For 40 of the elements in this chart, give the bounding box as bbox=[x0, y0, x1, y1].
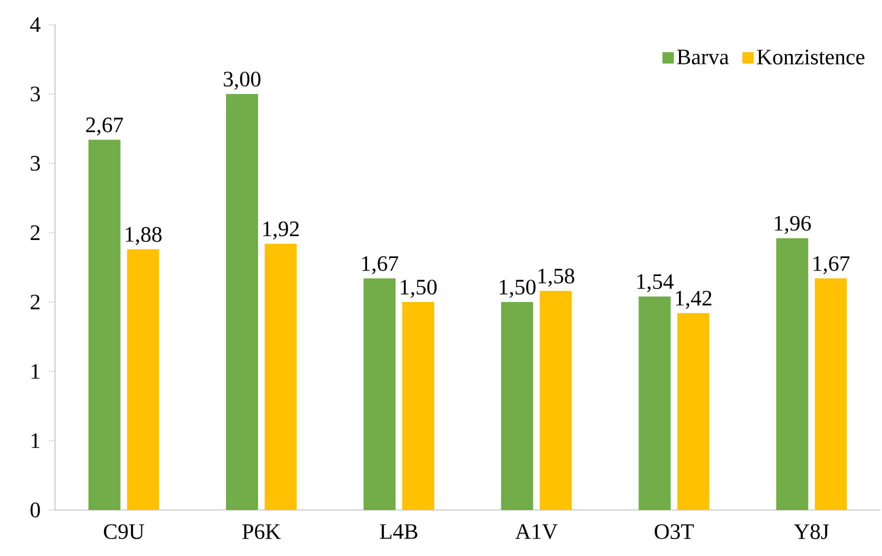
y-tick-label: 3 bbox=[30, 86, 40, 102]
data-label: 1,67 bbox=[362, 256, 398, 274]
bar bbox=[127, 249, 160, 510]
y-tick-label: 1 bbox=[32, 364, 40, 379]
y-tick-label: 2 bbox=[30, 225, 40, 240]
x-tick-label: L4B bbox=[380, 524, 418, 539]
y-tick-label: 1 bbox=[32, 433, 40, 448]
bar bbox=[677, 313, 710, 510]
bar bbox=[776, 238, 808, 510]
y-tick-label: 3 bbox=[30, 156, 40, 171]
x-tick-label: A1V bbox=[515, 524, 558, 540]
data-label: 1,42 bbox=[676, 290, 712, 309]
x-tick-label: C9U bbox=[104, 524, 144, 540]
legend-label: Barva bbox=[677, 50, 729, 64]
data-label: 1,50 bbox=[400, 280, 437, 298]
bar bbox=[501, 302, 534, 510]
y-tick-label: 0 bbox=[30, 502, 40, 518]
x-tick-label: P6K bbox=[242, 524, 281, 540]
data-label: 1,50 bbox=[500, 280, 536, 298]
data-label: 2,67 bbox=[86, 118, 124, 136]
data-label: 1,96 bbox=[774, 216, 811, 234]
bar bbox=[364, 278, 396, 510]
bar bbox=[88, 140, 120, 510]
bar bbox=[264, 244, 297, 510]
data-label: 1,58 bbox=[538, 268, 574, 287]
y-tick-label: 4 bbox=[30, 17, 40, 32]
legend-label: Konzistence bbox=[757, 50, 864, 64]
bar bbox=[226, 94, 258, 510]
data-label: 3,00 bbox=[224, 72, 260, 90]
y-tick-label: 2 bbox=[30, 294, 40, 310]
data-label: 1,54 bbox=[637, 274, 674, 292]
x-tick-label: Y8J bbox=[794, 524, 829, 540]
data-label: 1,67 bbox=[814, 256, 850, 274]
bar bbox=[638, 296, 671, 510]
x-tick-label: O3T bbox=[654, 524, 694, 540]
bar bbox=[402, 302, 434, 510]
data-label: 1,92 bbox=[263, 222, 299, 240]
data-label: 1,88 bbox=[126, 227, 162, 246]
bar bbox=[814, 278, 847, 510]
bar bbox=[540, 290, 572, 510]
